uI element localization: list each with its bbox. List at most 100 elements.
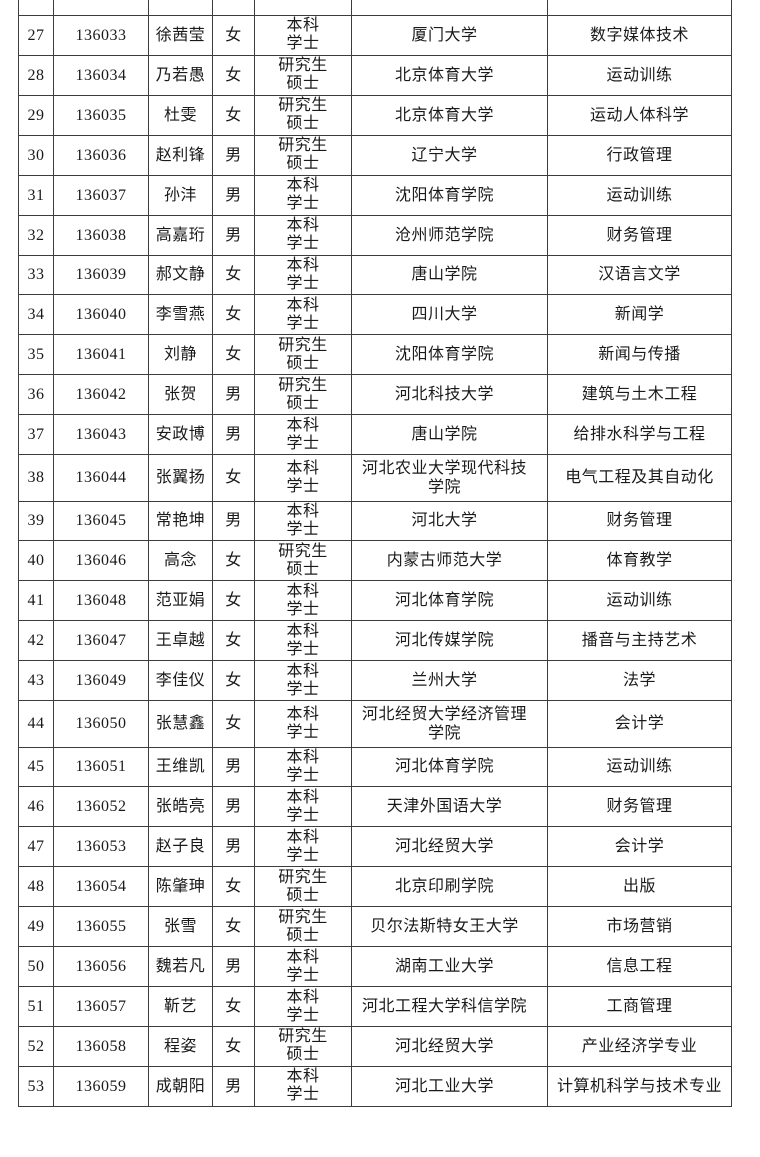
table-row: 27 136033 徐茜莹 女 本科 学士 厦门大学 数字媒体技术	[18, 15, 732, 56]
table-row: 49 136055 张雪 女 研究生 硕士 贝尔法斯特女王大学 市场营销	[18, 906, 732, 948]
candidate-id-cell: 136035	[53, 94, 149, 136]
candidate-major-cell: 运动训练	[547, 746, 732, 788]
candidate-id-cell: 136058	[53, 1025, 149, 1067]
candidate-gender-cell: 女	[212, 700, 255, 748]
candidate-university-cell: 四川大学	[351, 294, 548, 336]
education-degree-line: 学士	[286, 434, 320, 452]
education-level-line: 本科	[286, 296, 320, 314]
candidate-name-cell: 王维凯	[148, 746, 213, 788]
table-row: 45 136051 王维凯 男 本科 学士 河北体育学院 运动训练	[18, 746, 732, 788]
candidate-university-cell: 沈阳体育学院	[351, 334, 548, 376]
row-number-cell: 53	[18, 1065, 54, 1108]
row-number-cell: 49	[18, 906, 54, 948]
candidate-university-cell: 河北经贸大学	[351, 1025, 548, 1067]
table-row: 30 136036 赵利锋 男 研究生 硕士 辽宁大学 行政管理	[18, 134, 732, 176]
candidate-gender-cell: 男	[212, 786, 255, 828]
table-row: 31 136037 孙沣 男 本科 学士 沈阳体育学院 运动训练	[18, 174, 732, 216]
candidate-id-cell: 136052	[53, 786, 149, 828]
vertical-border-stub	[148, 0, 149, 15]
candidate-gender-cell: 女	[212, 906, 255, 948]
candidate-education-cell: 本科 学士	[254, 294, 352, 336]
candidate-name-cell: 刘静	[148, 334, 213, 376]
education-degree-line: 学士	[286, 1086, 320, 1104]
candidate-education-cell: 研究生 硕士	[254, 334, 352, 376]
education-level-line: 本科	[286, 988, 320, 1006]
education-level-line: 本科	[286, 502, 320, 520]
candidate-gender-cell: 男	[212, 946, 255, 988]
candidate-name-cell: 李佳仪	[148, 660, 213, 702]
candidate-university-cell: 河北传媒学院	[351, 620, 548, 662]
row-number-cell: 46	[18, 786, 54, 828]
education-level-line: 研究生	[278, 1028, 328, 1046]
candidate-gender-cell: 男	[212, 1065, 255, 1108]
candidate-university-cell: 河北农业大学现代科技学院	[351, 454, 548, 502]
table-row: 48 136054 陈肇珅 女 研究生 硕士 北京印刷学院 出版	[18, 866, 732, 908]
candidate-major-cell: 汉语言文学	[547, 254, 732, 296]
candidate-name-cell: 张雪	[148, 906, 213, 948]
education-level-line: 本科	[286, 256, 320, 274]
row-number-cell: 37	[18, 414, 54, 456]
candidate-gender-cell: 女	[212, 94, 255, 136]
vertical-border-stub	[351, 0, 352, 15]
row-number-cell: 44	[18, 700, 54, 748]
row-number-cell: 33	[18, 254, 54, 296]
row-number-cell: 43	[18, 660, 54, 702]
education-level-line: 本科	[286, 459, 320, 477]
table-row: 36 136042 张贺 男 研究生 硕士 河北科技大学 建筑与土木工程	[18, 374, 732, 416]
candidate-education-cell: 本科 学士	[254, 826, 352, 868]
candidate-major-cell: 运动训练	[547, 580, 732, 622]
education-degree-line: 学士	[286, 195, 320, 213]
candidate-major-cell: 市场营销	[547, 906, 732, 948]
education-level-line: 本科	[286, 177, 320, 195]
candidate-major-cell: 行政管理	[547, 134, 732, 176]
candidate-major-cell: 新闻与传播	[547, 334, 732, 376]
education-degree-line: 硕士	[286, 354, 320, 372]
candidate-university-cell: 兰州大学	[351, 660, 548, 702]
candidate-education-cell: 研究生 硕士	[254, 540, 352, 582]
candidate-university-cell: 河北体育学院	[351, 580, 548, 622]
candidate-education-cell: 本科 学士	[254, 986, 352, 1027]
candidate-name-cell: 程姿	[148, 1025, 213, 1067]
table-row: 37 136043 安政博 男 本科 学士 唐山学院 给排水科学与工程	[18, 414, 732, 456]
candidate-university-cell: 河北工程大学科信学院	[351, 986, 548, 1027]
table-row: 38 136044 张翼扬 女 本科 学士 河北农业大学现代科技学院 电气工程及…	[18, 454, 732, 502]
education-level-line: 研究生	[278, 542, 328, 560]
candidate-name-cell: 靳艺	[148, 986, 213, 1027]
candidate-name-cell: 徐茜莹	[148, 15, 213, 56]
vertical-border-stub	[212, 0, 213, 15]
education-level-line: 本科	[286, 948, 320, 966]
table-row: 34 136040 李雪燕 女 本科 学士 四川大学 新闻学	[18, 294, 732, 336]
candidate-gender-cell: 女	[212, 580, 255, 622]
candidate-name-cell: 安政博	[148, 414, 213, 456]
row-number-cell: 50	[18, 946, 54, 988]
education-degree-line: 学士	[286, 723, 320, 741]
row-number-cell: 28	[18, 54, 54, 96]
row-number-cell: 36	[18, 374, 54, 416]
vertical-border-stub	[18, 0, 19, 15]
candidate-education-cell: 本科 学士	[254, 620, 352, 662]
education-degree-line: 学士	[286, 314, 320, 332]
candidate-roster-table: 27 136033 徐茜莹 女 本科 学士 厦门大学 数字媒体技术 28 136…	[18, 15, 732, 1108]
candidate-major-cell: 财务管理	[547, 500, 732, 542]
education-degree-line: 硕士	[286, 926, 320, 944]
table-body: 27 136033 徐茜莹 女 本科 学士 厦门大学 数字媒体技术 28 136…	[18, 15, 732, 1108]
candidate-major-cell: 产业经济学专业	[547, 1025, 732, 1067]
vertical-border-stub	[53, 0, 54, 15]
candidate-major-cell: 建筑与土木工程	[547, 374, 732, 416]
candidate-gender-cell: 男	[212, 134, 255, 176]
education-degree-line: 学士	[286, 274, 320, 292]
candidate-university-cell: 贝尔法斯特女王大学	[351, 906, 548, 948]
education-degree-line: 硕士	[286, 394, 320, 412]
table-row: 41 136048 范亚娟 女 本科 学士 河北体育学院 运动训练	[18, 580, 732, 622]
candidate-education-cell: 本科 学士	[254, 746, 352, 788]
candidate-education-cell: 本科 学士	[254, 15, 352, 56]
candidate-id-cell: 136040	[53, 294, 149, 336]
candidate-university-cell: 内蒙古师范大学	[351, 540, 548, 582]
education-level-line: 本科	[286, 17, 320, 35]
education-level-line: 本科	[286, 1068, 320, 1086]
candidate-name-cell: 魏若凡	[148, 946, 213, 988]
candidate-name-cell: 张慧鑫	[148, 700, 213, 748]
education-level-line: 研究生	[278, 908, 328, 926]
candidate-education-cell: 本科 学士	[254, 660, 352, 702]
candidate-education-cell: 研究生 硕士	[254, 94, 352, 136]
